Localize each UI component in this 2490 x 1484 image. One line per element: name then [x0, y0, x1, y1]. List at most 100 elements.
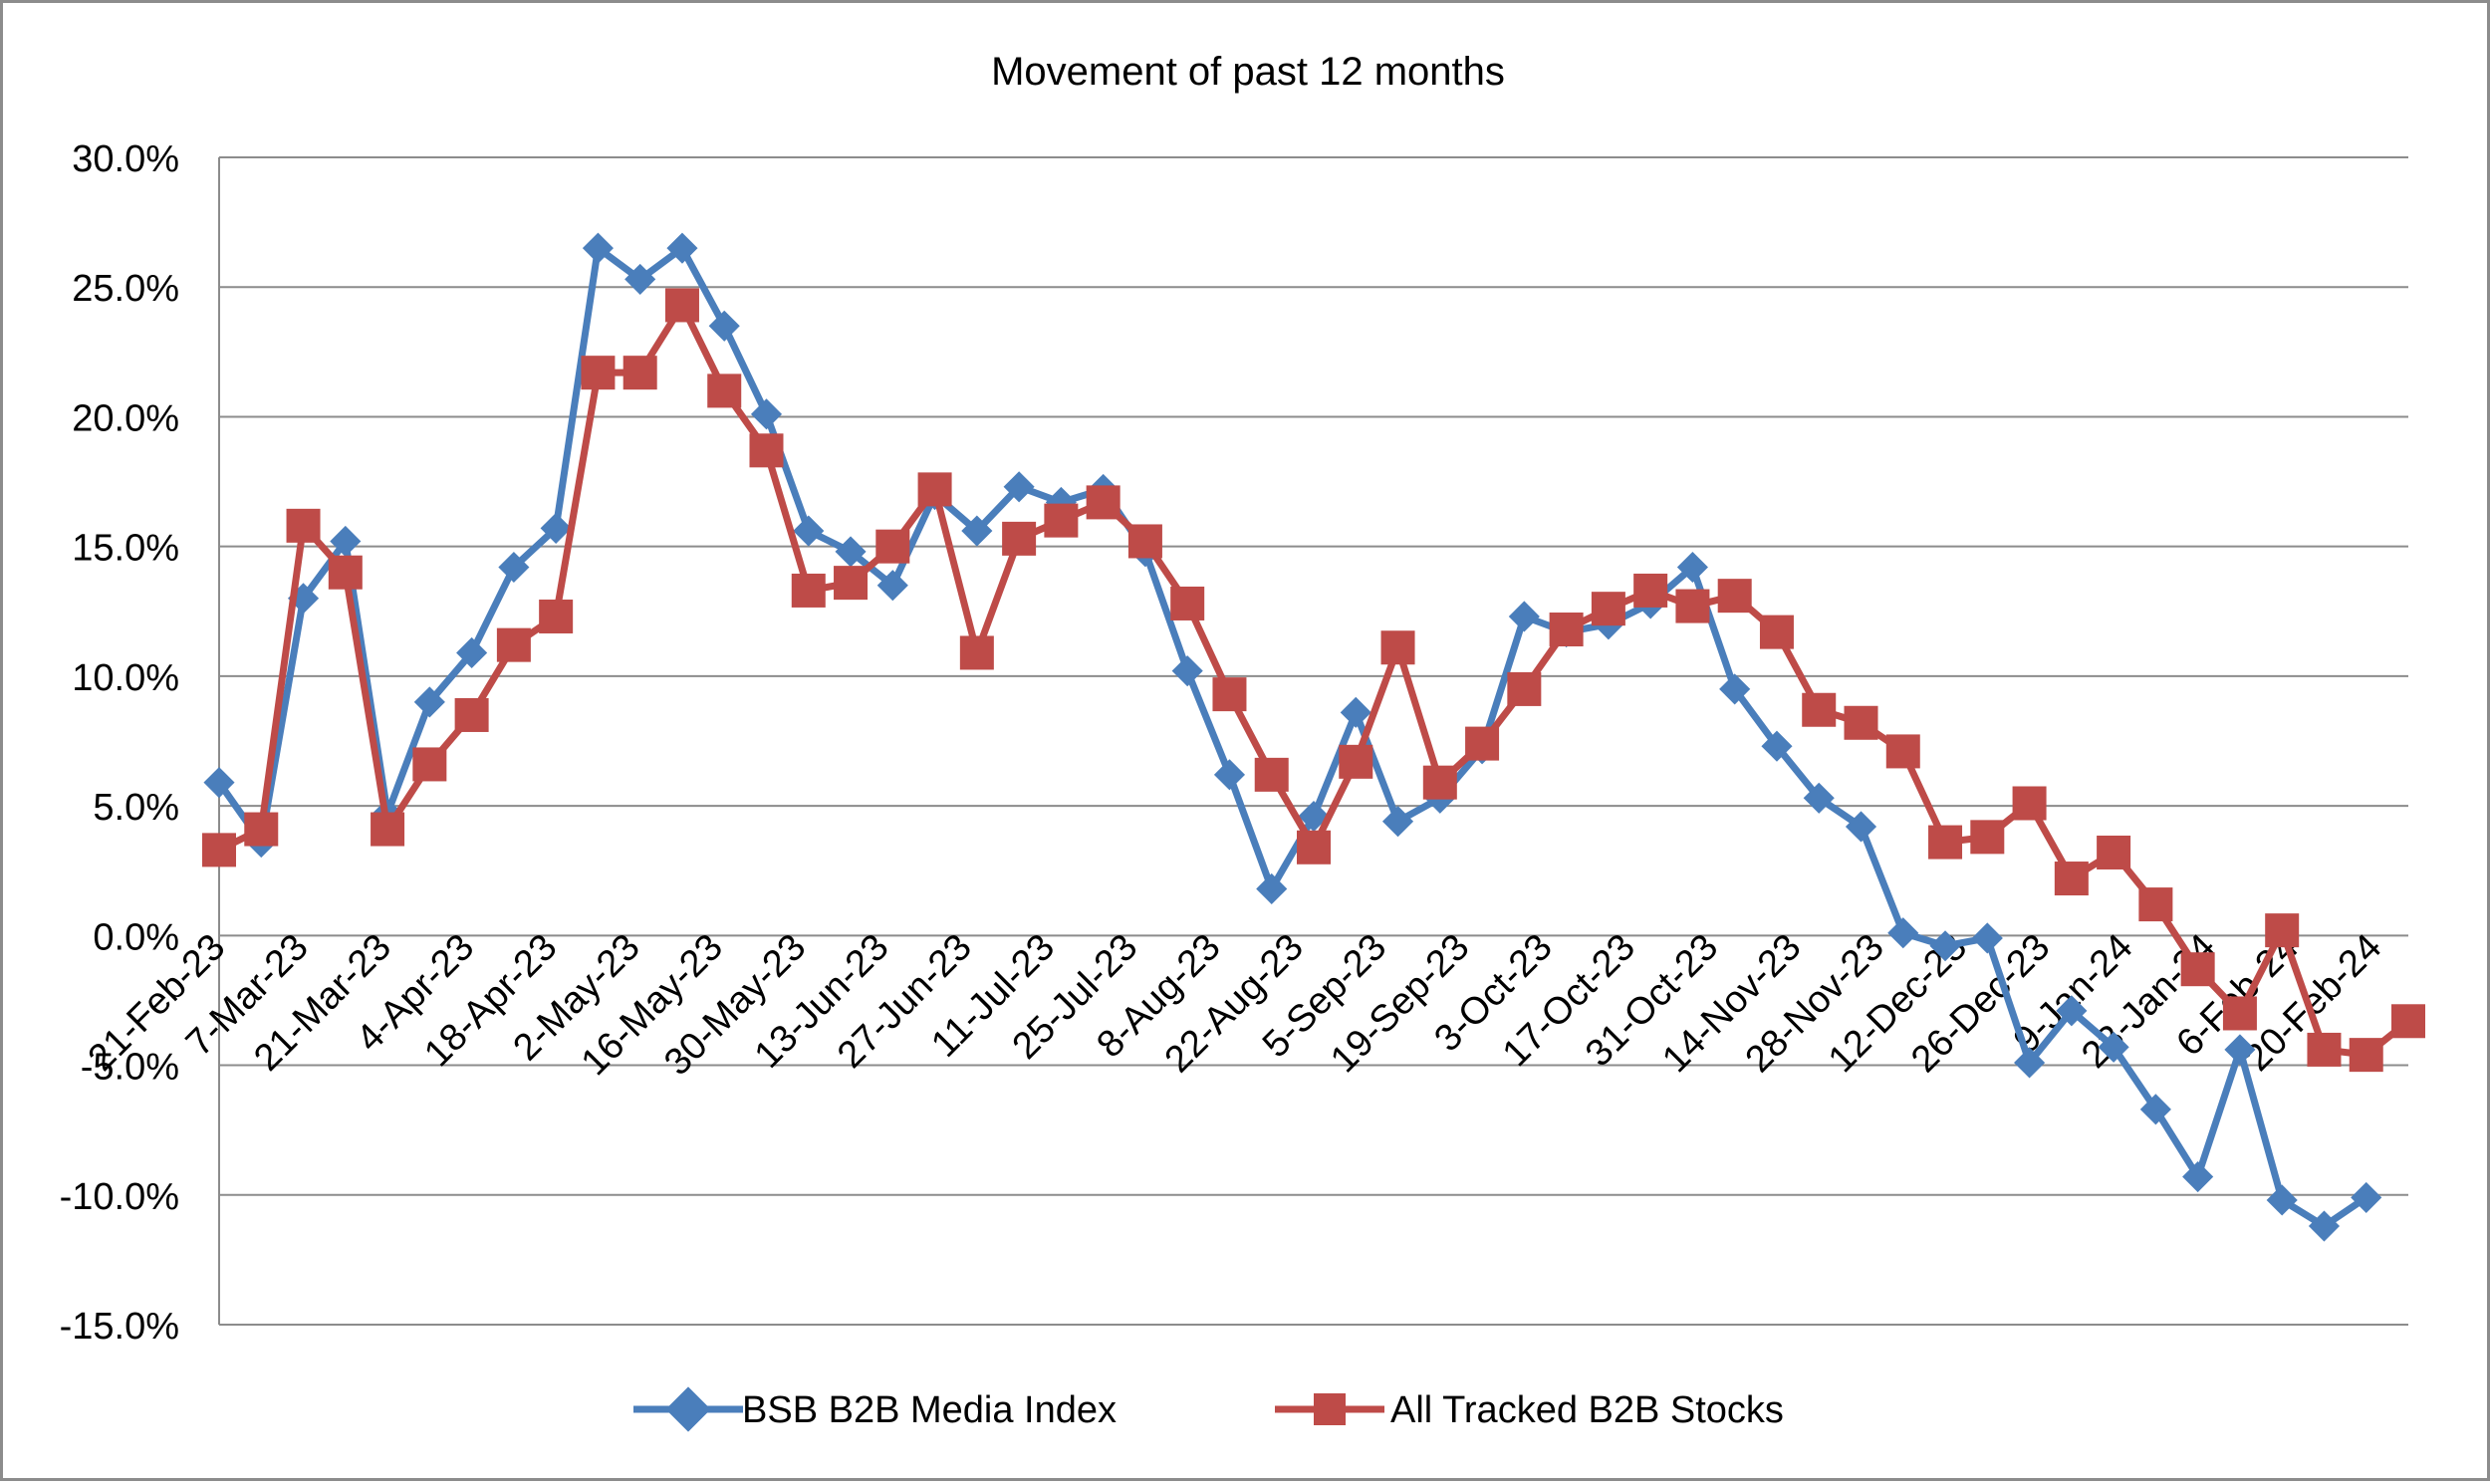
data-point — [454, 697, 489, 732]
data-point — [1171, 655, 1203, 687]
data-point — [2056, 995, 2088, 1027]
data-point — [624, 263, 656, 295]
data-point — [1339, 744, 1373, 779]
data-point — [2307, 1032, 2342, 1067]
data-point — [1381, 806, 1414, 838]
data-point — [2349, 1038, 2383, 1073]
data-point — [2224, 1034, 2256, 1066]
y-tick-label: 30.0% — [72, 138, 179, 180]
x-axis-ticks: 21-Feb-237-Mar-2321-Mar-234-Apr-2318-Apr… — [81, 926, 2390, 1084]
gridlines — [218, 156, 2408, 1326]
legend-swatch-marker — [1314, 1393, 1346, 1425]
y-tick-label: 15.0% — [72, 528, 179, 570]
data-point — [834, 566, 869, 601]
y-tick-label: -10.0% — [60, 1176, 179, 1218]
data-point — [1508, 601, 1540, 632]
data-point — [1717, 579, 1752, 614]
data-point — [286, 508, 321, 543]
data-point — [1885, 734, 1920, 769]
data-point — [1002, 521, 1037, 556]
data-point — [2351, 1181, 2382, 1213]
data-point — [791, 573, 826, 608]
data-point — [1380, 630, 1415, 665]
y-tick-label: 5.0% — [93, 787, 179, 829]
data-point — [1256, 872, 1288, 905]
data-point — [2014, 1047, 2046, 1079]
data-point — [1465, 726, 1500, 761]
data-point — [1297, 830, 1331, 865]
data-point — [456, 636, 488, 669]
data-point — [413, 686, 445, 718]
legend: BSB B2B Media Index All Tracked B2B Stoc… — [633, 1386, 1784, 1432]
data-point — [1928, 825, 1963, 860]
data-point — [2138, 887, 2173, 922]
data-point — [1044, 503, 1079, 538]
data-point — [1549, 613, 1584, 647]
data-point — [539, 599, 574, 633]
data-point — [2182, 1160, 2214, 1193]
data-point — [1170, 586, 1205, 620]
data-point — [959, 635, 994, 670]
data-point — [1507, 671, 1542, 706]
data-point — [328, 555, 363, 590]
data-point — [244, 812, 279, 847]
data-point — [664, 288, 699, 323]
series-1 — [203, 232, 2382, 1242]
data-point — [622, 356, 657, 390]
legend-item-series-2: All Tracked B2B Stocks — [1275, 1389, 1784, 1431]
y-tick-label: -15.0% — [60, 1306, 179, 1348]
legend-label-series-1: BSB B2B Media Index — [742, 1389, 1117, 1431]
chart-title: Movement of past 12 months — [991, 50, 1505, 94]
data-point — [1003, 471, 1035, 503]
data-point — [412, 747, 447, 782]
data-point — [1675, 589, 1710, 623]
data-point — [875, 529, 910, 564]
data-point — [1759, 615, 1794, 649]
data-point — [1887, 917, 1919, 949]
data-point — [1802, 692, 1837, 727]
data-point — [496, 627, 531, 662]
data-point — [498, 551, 530, 584]
legend-item-series-1: BSB B2B Media Index — [633, 1386, 1117, 1432]
series-lines — [202, 232, 2425, 1242]
data-point — [2391, 1004, 2425, 1039]
series-line — [216, 244, 2368, 1230]
data-point — [1971, 922, 2003, 954]
y-tick-label: 20.0% — [72, 397, 179, 439]
data-point — [2265, 913, 2300, 948]
data-point — [917, 472, 952, 507]
y-tick-label: 25.0% — [72, 268, 179, 310]
data-point — [2054, 862, 2089, 896]
series-2 — [202, 288, 2425, 1073]
data-point — [750, 398, 783, 430]
data-point — [581, 356, 616, 390]
data-point — [1212, 677, 1247, 712]
data-point — [2180, 952, 2215, 987]
data-point — [330, 525, 362, 558]
data-point — [1127, 524, 1162, 559]
data-point — [1213, 759, 1246, 791]
data-point — [1591, 592, 1625, 626]
data-point — [1086, 485, 1120, 520]
data-point — [2139, 1094, 2171, 1125]
line-chart: Movement of past 12 months 30.0% 25.0% 20.… — [60, 50, 2425, 1432]
data-point — [1844, 705, 1878, 740]
legend-swatch-marker — [665, 1386, 711, 1432]
data-point — [1633, 573, 1668, 608]
y-tick-label: 0.0% — [93, 916, 179, 958]
data-point — [1970, 820, 2005, 855]
data-point — [708, 310, 740, 342]
data-point — [793, 515, 825, 547]
data-point — [2266, 1184, 2298, 1216]
data-point — [202, 833, 236, 867]
data-point — [371, 812, 405, 847]
y-axis-ticks: 30.0% 25.0% 20.0% 15.0% 10.0% 5.0% 0.0% -5.0% -1… — [60, 138, 179, 1348]
legend-label-series-2: All Tracked B2B Stocks — [1390, 1389, 1784, 1431]
data-point — [2012, 786, 2047, 821]
data-point — [1422, 765, 1457, 800]
y-tick-label: -5.0% — [81, 1047, 179, 1089]
y-tick-label: 10.0% — [72, 657, 179, 699]
data-point — [2098, 1031, 2129, 1063]
data-point — [2222, 996, 2257, 1031]
